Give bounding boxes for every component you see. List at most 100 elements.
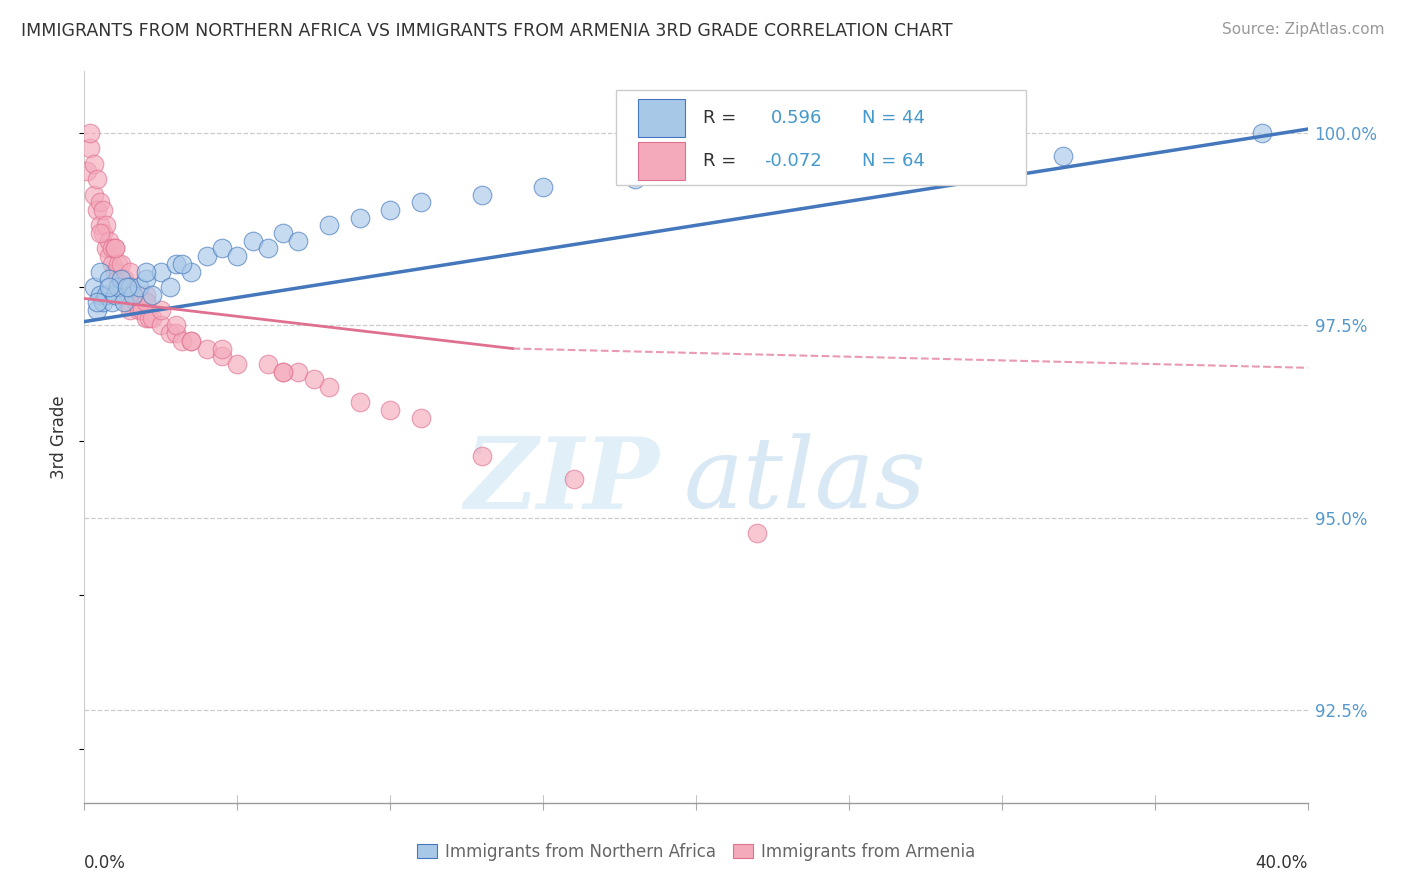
Legend: Immigrants from Northern Africa, Immigrants from Armenia: Immigrants from Northern Africa, Immigra…	[411, 837, 981, 868]
Point	[104, 264, 127, 278]
Point	[318, 219, 340, 233]
Point	[165, 257, 187, 271]
Point	[141, 310, 163, 325]
Point	[120, 303, 142, 318]
Point	[869, 157, 891, 171]
Point	[287, 234, 309, 248]
Point	[226, 357, 249, 371]
Point	[747, 526, 769, 541]
Text: atlas: atlas	[683, 434, 927, 529]
Point	[149, 264, 172, 278]
Point	[135, 287, 157, 301]
FancyBboxPatch shape	[638, 99, 685, 137]
Point	[172, 334, 194, 348]
Point	[624, 172, 647, 186]
Point	[195, 249, 218, 263]
Point	[94, 219, 117, 233]
Point	[271, 365, 294, 379]
Point	[195, 342, 218, 356]
Point	[180, 334, 202, 348]
Point	[135, 272, 157, 286]
Text: R =: R =	[703, 152, 742, 170]
Point	[86, 172, 108, 186]
Point	[135, 264, 157, 278]
Point	[531, 179, 554, 194]
Point	[89, 264, 111, 278]
Point	[149, 303, 172, 318]
Point	[89, 226, 111, 240]
Point	[128, 303, 150, 318]
Point	[165, 318, 187, 333]
Point	[211, 349, 233, 363]
Point	[180, 334, 202, 348]
Point	[83, 280, 105, 294]
Point	[97, 234, 120, 248]
Point	[471, 450, 494, 464]
Point	[471, 187, 494, 202]
Point	[135, 310, 157, 325]
Point	[349, 211, 371, 225]
Text: 0.0%: 0.0%	[84, 854, 127, 872]
Point	[86, 295, 108, 310]
Point	[91, 226, 114, 240]
Point	[211, 242, 233, 256]
Text: N = 64: N = 64	[862, 152, 925, 170]
Point	[104, 242, 127, 256]
Point	[138, 310, 160, 325]
Point	[271, 365, 294, 379]
Text: IMMIGRANTS FROM NORTHERN AFRICA VS IMMIGRANTS FROM ARMENIA 3RD GRADE CORRELATION: IMMIGRANTS FROM NORTHERN AFRICA VS IMMIG…	[21, 22, 953, 40]
Point	[380, 403, 402, 417]
Point	[125, 295, 148, 310]
Y-axis label: 3rd Grade: 3rd Grade	[51, 395, 69, 479]
Point	[242, 234, 264, 248]
Point	[380, 202, 402, 217]
Point	[91, 202, 114, 217]
Point	[97, 249, 120, 263]
Point	[120, 280, 142, 294]
Point	[94, 287, 117, 301]
Point	[115, 295, 138, 310]
Point	[107, 257, 129, 271]
Point	[94, 242, 117, 256]
Text: -0.072: -0.072	[765, 152, 823, 170]
Point	[165, 326, 187, 340]
Point	[257, 357, 280, 371]
Point	[79, 141, 101, 155]
Point	[1052, 149, 1074, 163]
Point	[128, 280, 150, 294]
Point	[104, 287, 127, 301]
Point	[112, 295, 135, 310]
Point	[271, 226, 294, 240]
Point	[97, 272, 120, 286]
Point	[1250, 126, 1272, 140]
Point	[110, 280, 132, 294]
Text: Source: ZipAtlas.com: Source: ZipAtlas.com	[1222, 22, 1385, 37]
Point	[101, 242, 124, 256]
Point	[89, 195, 111, 210]
Point	[86, 303, 108, 318]
Point	[122, 287, 145, 301]
Point	[107, 272, 129, 286]
Text: N = 44: N = 44	[862, 109, 925, 128]
Point	[91, 295, 114, 310]
Point	[89, 219, 111, 233]
Text: 0.596: 0.596	[770, 109, 823, 128]
Point	[120, 280, 142, 294]
Point	[226, 249, 249, 263]
Point	[120, 264, 142, 278]
Text: R =: R =	[703, 109, 742, 128]
Point	[409, 410, 432, 425]
Point	[349, 395, 371, 409]
Point	[287, 365, 309, 379]
Point	[86, 202, 108, 217]
Point	[180, 264, 202, 278]
Point	[110, 272, 132, 286]
Point	[97, 280, 120, 294]
Point	[83, 157, 105, 171]
FancyBboxPatch shape	[616, 90, 1026, 185]
Point	[115, 280, 138, 294]
Point	[159, 326, 181, 340]
Point	[76, 164, 98, 178]
Point	[159, 280, 181, 294]
Point	[107, 280, 129, 294]
